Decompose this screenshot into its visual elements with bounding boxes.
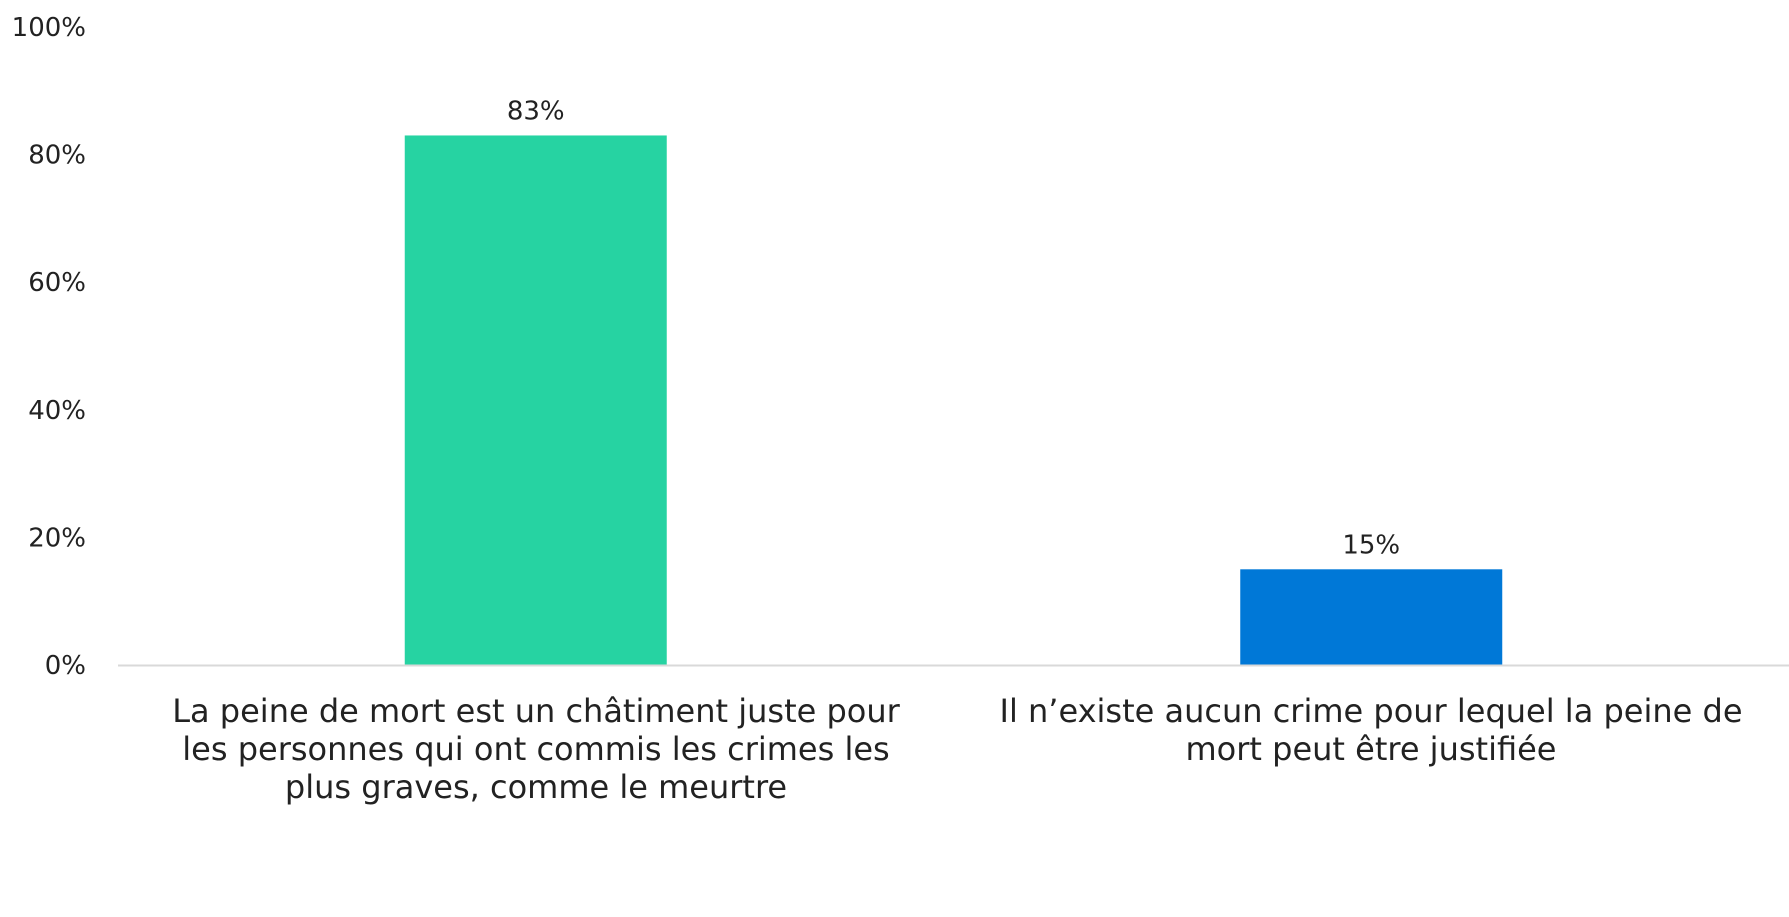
data-label-2: 15%	[1342, 530, 1400, 560]
y-tick-label: 60%	[28, 268, 86, 298]
y-tick-label: 0%	[45, 651, 86, 681]
y-tick-label: 100%	[12, 13, 86, 43]
category-label-2: Il n’existe aucun crime pour lequel la p…	[999, 692, 1743, 768]
data-labels: 83% 15%	[507, 96, 1400, 560]
data-label-1: 83%	[507, 96, 565, 126]
y-tick-label: 80%	[28, 141, 86, 171]
y-tick-label: 40%	[28, 396, 86, 426]
bar-1	[404, 135, 667, 665]
y-axis-ticks: 0% 20% 40% 60% 80% 100%	[12, 13, 86, 681]
bars	[404, 135, 1503, 665]
y-tick-label: 20%	[28, 523, 86, 553]
bar-2	[1240, 569, 1503, 665]
category-label-1: La peine de mort est un châtiment juste …	[172, 692, 900, 806]
